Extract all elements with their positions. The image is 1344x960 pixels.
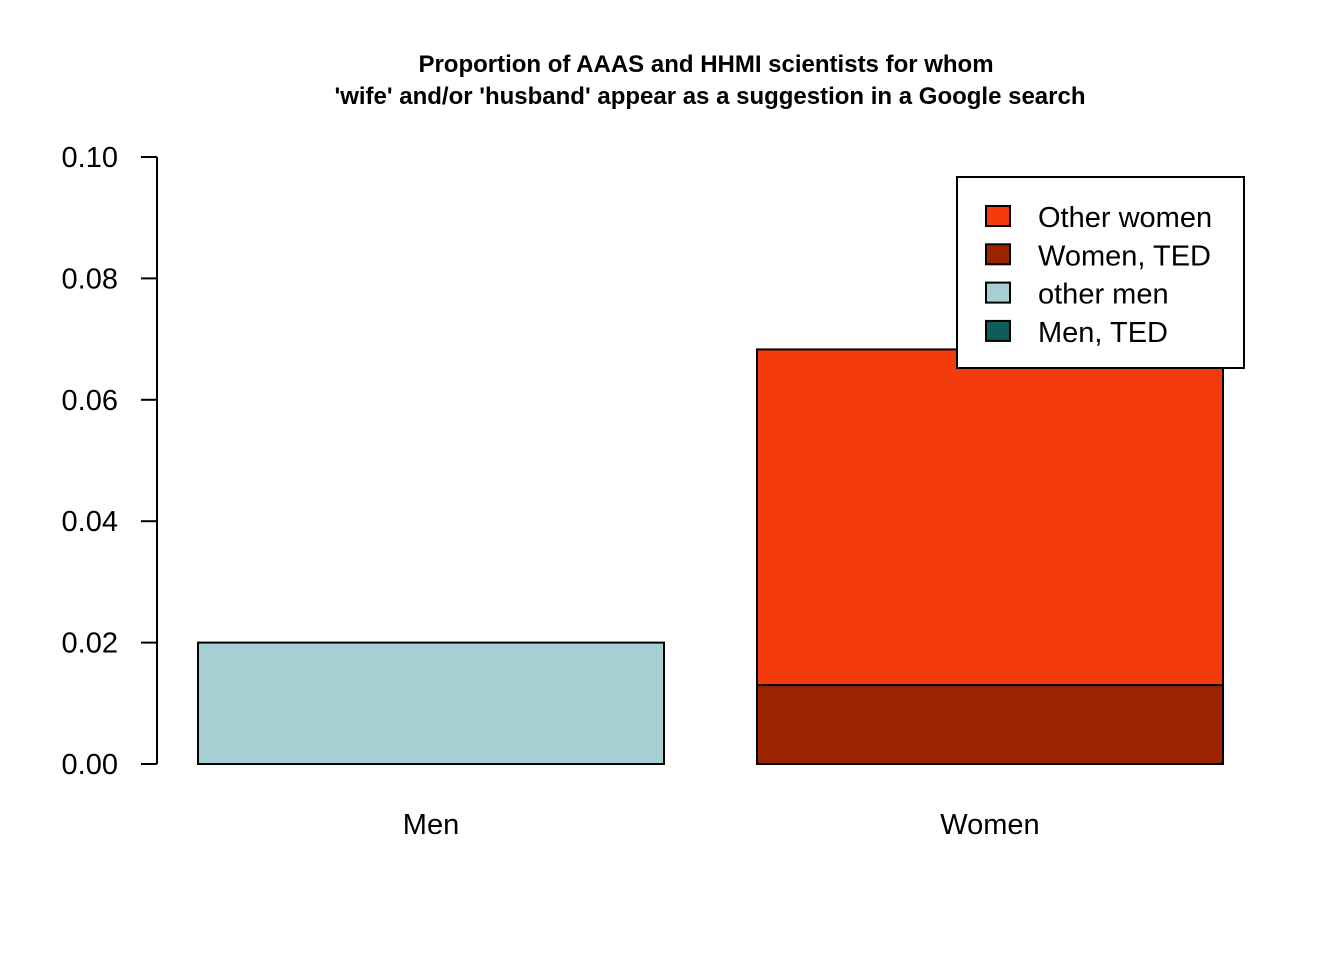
- x-axis-categories: Men Women: [403, 809, 1040, 841]
- x-category-label: Men: [403, 809, 459, 841]
- bar-men-other-men: [197, 641, 665, 765]
- y-tick-label: 0.04: [62, 506, 118, 538]
- bar-women-other-women: [756, 348, 1224, 687]
- x-category-label: Women: [940, 809, 1039, 841]
- legend-swatch: [985, 319, 1011, 342]
- y-tick-label: 0.06: [62, 385, 118, 417]
- y-tick-label: 0.08: [62, 263, 118, 295]
- legend-swatch: [985, 281, 1011, 304]
- legend-label: Women, TED: [1038, 240, 1211, 272]
- bar-women-women-ted: [756, 684, 1224, 766]
- legend-label: other men: [1038, 279, 1169, 311]
- legend-swatch: [985, 205, 1011, 227]
- y-tick-label: 0.10: [62, 142, 118, 174]
- chart-title-line-1: Proportion of AAAS and HHMI scientists f…: [418, 51, 993, 78]
- bars-group: [197, 348, 1224, 766]
- legend-label: Other women: [1038, 202, 1212, 234]
- y-tick-label: 0.00: [62, 749, 118, 781]
- legend-swatch: [985, 243, 1011, 266]
- y-axis: 0.00 0.02 0.04 0.06 0.08 0.10: [62, 142, 158, 781]
- chart-title-line-2: 'wife' and/or 'husband' appear as a sugg…: [335, 83, 1086, 110]
- y-tick-label: 0.02: [62, 628, 118, 660]
- legend-label: Men, TED: [1038, 317, 1168, 349]
- legend: Other women Women, TED other men Men, TED: [956, 176, 1245, 369]
